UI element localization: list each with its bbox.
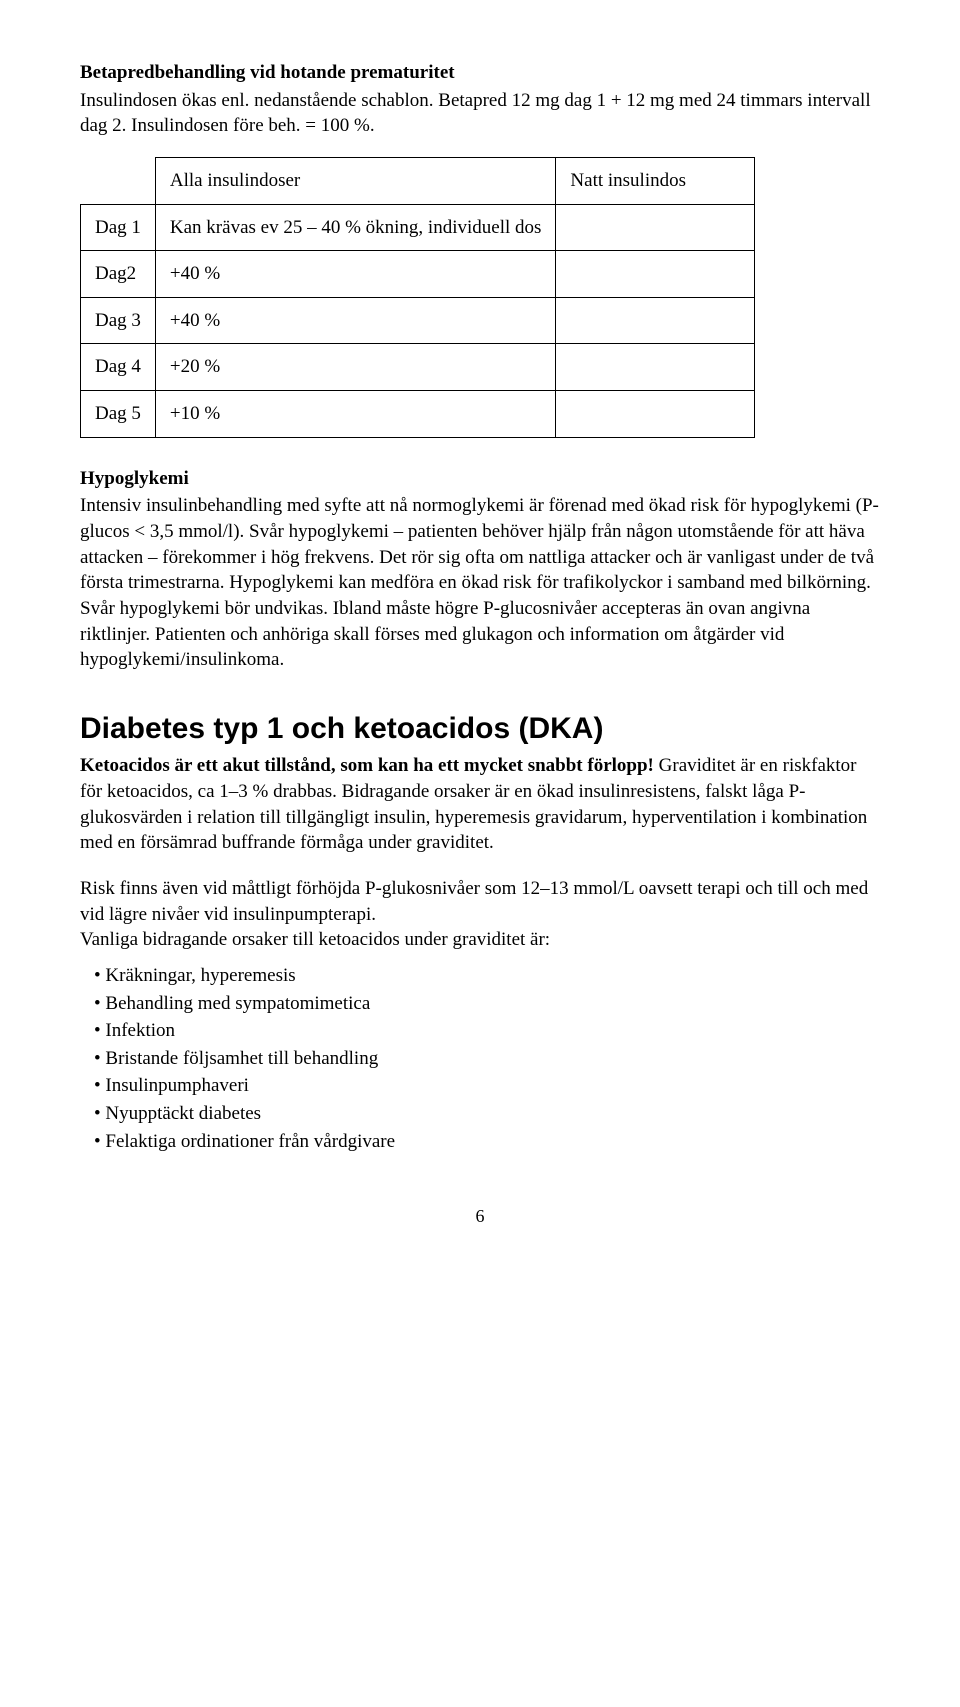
table-header-alla: Alla insulindoser [155, 157, 556, 204]
table-row: Dag 1 Kan krävas ev 25 – 40 % ökning, in… [81, 204, 755, 251]
dka-para2b: Vanliga bidragande orsaker till ketoacid… [80, 927, 880, 953]
list-item: Nyupptäckt diabetes [94, 1101, 880, 1127]
section-intro-betapred: Insulindosen ökas enl. nedanstående scha… [80, 88, 880, 139]
dose-value: +40 % [155, 251, 556, 298]
dose-natt [556, 344, 755, 391]
dose-value: +40 % [155, 297, 556, 344]
list-item: Behandling med sympatomimetica [94, 991, 880, 1017]
table-header-row: Alla insulindoser Natt insulindos [81, 157, 755, 204]
section-title-hypo: Hypoglykemi [80, 466, 880, 492]
heading-dka: Diabetes typ 1 och ketoacidos (DKA) [80, 709, 880, 750]
dose-day: Dag2 [81, 251, 156, 298]
section-title-betapred: Betapredbehandling vid hotande prematuri… [80, 60, 880, 86]
dose-day: Dag 1 [81, 204, 156, 251]
table-row: Dag 3 +40 % [81, 297, 755, 344]
list-item: Infektion [94, 1018, 880, 1044]
dose-day: Dag 3 [81, 297, 156, 344]
list-item: Kräkningar, hyperemesis [94, 963, 880, 989]
page-number: 6 [80, 1204, 880, 1228]
table-row: Dag 5 +10 % [81, 391, 755, 438]
dose-natt [556, 391, 755, 438]
dose-natt [556, 251, 755, 298]
list-item: Insulinpumphaveri [94, 1073, 880, 1099]
dka-para2a: Risk finns även vid måttligt förhöjda P-… [80, 876, 880, 927]
dose-value: Kan krävas ev 25 – 40 % ökning, individu… [155, 204, 556, 251]
dka-para1: Ketoacidos är ett akut tillstånd, som ka… [80, 753, 880, 856]
dose-value: +10 % [155, 391, 556, 438]
dose-day: Dag 4 [81, 344, 156, 391]
dka-bullet-list: Kräkningar, hyperemesis Behandling med s… [94, 963, 880, 1154]
dka-lead-bold: Ketoacidos är ett akut tillstånd, som ka… [80, 755, 654, 776]
dose-natt [556, 204, 755, 251]
dose-table: Alla insulindoser Natt insulindos Dag 1 … [80, 157, 755, 438]
dose-natt [556, 297, 755, 344]
table-header-blank [81, 157, 156, 204]
list-item: Bristande följsamhet till behandling [94, 1046, 880, 1072]
list-item: Felaktiga ordinationer från vårdgivare [94, 1129, 880, 1155]
table-row: Dag2 +40 % [81, 251, 755, 298]
hypo-paragraph: Intensiv insulinbehandling med syfte att… [80, 493, 880, 672]
dose-value: +20 % [155, 344, 556, 391]
table-header-natt: Natt insulindos [556, 157, 755, 204]
table-row: Dag 4 +20 % [81, 344, 755, 391]
dose-day: Dag 5 [81, 391, 156, 438]
